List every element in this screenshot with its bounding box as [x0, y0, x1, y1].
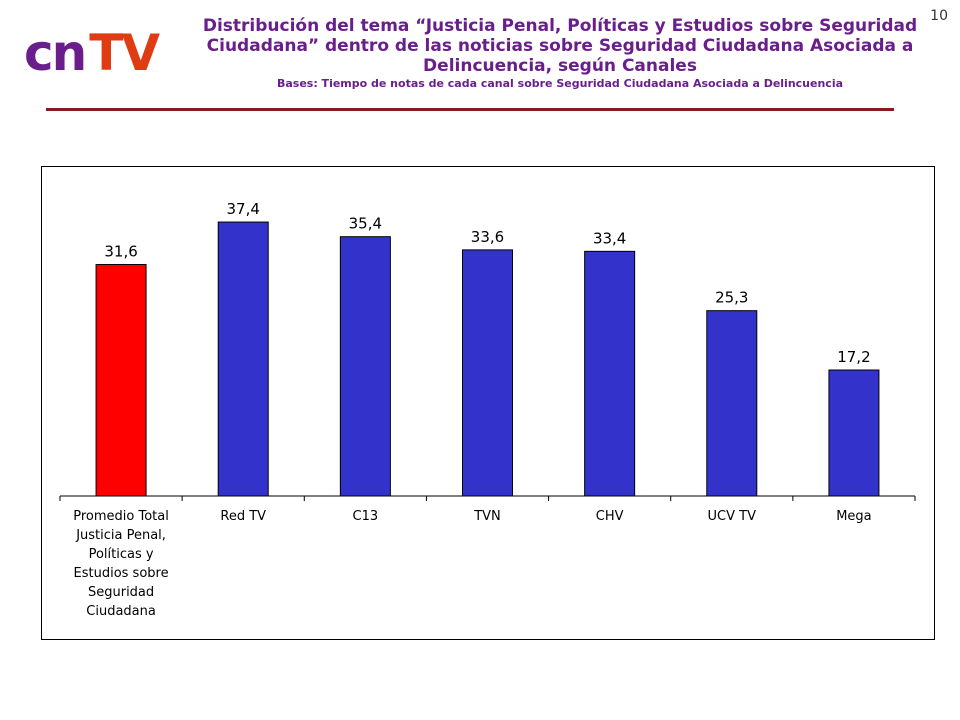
page-number: 10 — [930, 8, 948, 24]
bar — [707, 311, 757, 496]
category-label: Mega — [836, 509, 871, 524]
data-label: 31,6 — [104, 243, 137, 261]
data-label: 17,2 — [837, 348, 870, 366]
data-label: 25,3 — [715, 289, 748, 307]
bar — [96, 265, 146, 496]
category-label: Políticas y — [89, 547, 154, 562]
category-label: Ciudadana — [86, 604, 156, 619]
category-label: UCV TV — [708, 509, 757, 524]
data-label: 35,4 — [349, 215, 382, 233]
chart-subtitle: Bases: Tiempo de notas de cada canal sob… — [200, 77, 920, 90]
cntv-logo: cnTV — [24, 28, 158, 78]
category-label: C13 — [353, 509, 379, 524]
chart-frame: 31,6 Promedio Total Justicia Penal, Polític… — [41, 166, 935, 640]
data-label: 33,6 — [471, 228, 504, 246]
category-label: Seguridad — [88, 585, 154, 600]
category-label: Promedio Total — [73, 509, 169, 524]
category-label: TVN — [473, 509, 501, 524]
category-label: Justicia Penal, — [75, 528, 166, 543]
bar — [218, 222, 268, 496]
bar — [585, 251, 635, 496]
bar — [463, 250, 513, 496]
logo-cn: cn — [24, 24, 85, 82]
category-label: Estudios sobre — [74, 566, 169, 581]
data-label: 33,4 — [593, 229, 626, 247]
category-label: Red TV — [220, 509, 266, 524]
logo-tv: TV — [89, 24, 158, 82]
bar — [829, 370, 879, 496]
category-label: CHV — [596, 509, 624, 524]
bar — [340, 237, 390, 496]
title-block: Distribución del tema “Justicia Penal, P… — [200, 16, 920, 90]
data-label: 37,4 — [227, 200, 260, 218]
chart-title: Distribución del tema “Justicia Penal, P… — [200, 16, 920, 76]
title-divider — [46, 108, 894, 111]
bar-chart: 31,6 Promedio Total Justicia Penal, Polític… — [42, 167, 934, 639]
